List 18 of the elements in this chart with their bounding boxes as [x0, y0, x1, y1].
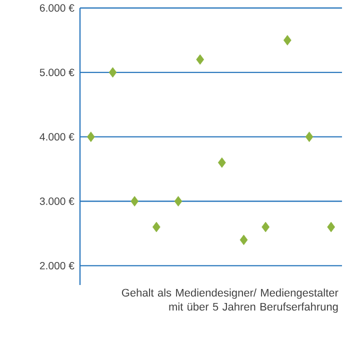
y-tick-label: 6.000 € — [40, 4, 74, 12]
y-tick-label: 2.000 € — [40, 262, 74, 270]
point — [130, 196, 139, 206]
y-tick-label: 5.000 € — [40, 68, 74, 76]
point — [240, 234, 248, 246]
y-tick-label: 4.000 € — [40, 133, 74, 141]
point — [108, 67, 117, 78]
point — [174, 196, 182, 206]
point — [327, 222, 336, 232]
point — [218, 157, 226, 168]
point — [305, 132, 314, 142]
point — [262, 222, 270, 232]
y-tick-label: 3.000 € — [40, 198, 74, 205]
point — [86, 132, 95, 142]
x-axis-title: Gehalt als Mediendesigner/ Mediengestalter mit über 5 Jahren Berufserfahrung — [122, 288, 338, 313]
point — [152, 222, 160, 232]
point — [196, 54, 204, 65]
point — [283, 35, 292, 46]
